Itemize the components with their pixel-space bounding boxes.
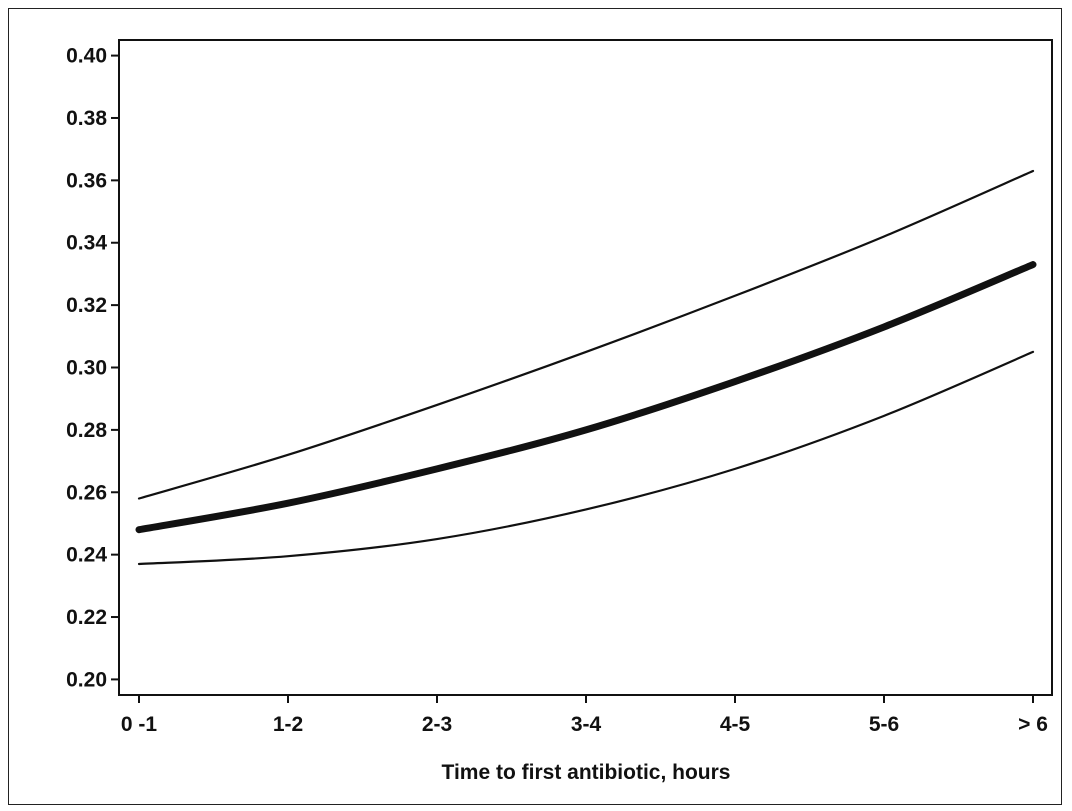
lower-ci-line <box>137 350 1035 566</box>
y-tick-label: 0.24 <box>66 544 107 567</box>
y-tick-label: 0.28 <box>66 419 107 442</box>
x-tick-label: 0 -1 <box>121 713 158 736</box>
plot-area <box>118 39 1053 696</box>
y-tick-label: 0.34 <box>66 232 107 255</box>
x-tick-label: 2-3 <box>422 713 452 736</box>
y-tick-label: 0.20 <box>66 668 107 691</box>
y-tick-label: 0.22 <box>66 606 107 629</box>
estimate-line <box>135 261 1037 534</box>
y-tick-label: 0.36 <box>66 169 107 192</box>
x-axis-title: Time to first antibiotic, hours <box>442 761 731 784</box>
y-tick-label: 0.30 <box>66 357 107 380</box>
y-tick-label: 0.40 <box>66 45 107 68</box>
x-tick-label: > 6 <box>1018 713 1048 736</box>
x-tick-label: 1-2 <box>273 713 303 736</box>
y-axis-ticks: 0.20 0.22 0.24 0.26 0.28 0.30 0.32 0.34 0.36 0.38… <box>66 45 119 691</box>
x-tick-label: 3-4 <box>571 713 602 736</box>
series-lines <box>135 169 1037 566</box>
upper-ci-line <box>137 169 1035 500</box>
x-tick-label: 4-5 <box>720 713 751 736</box>
figure-frame <box>8 8 1062 805</box>
y-tick-label: 0.32 <box>66 294 107 317</box>
y-tick-label: 0.38 <box>66 107 107 130</box>
y-tick-label: 0.26 <box>66 481 107 504</box>
x-tick-label: 5-6 <box>869 713 899 736</box>
x-axis-ticks: 0 -1 1-2 2-3 3-4 4-5 5-6 > 6 <box>121 695 1048 736</box>
